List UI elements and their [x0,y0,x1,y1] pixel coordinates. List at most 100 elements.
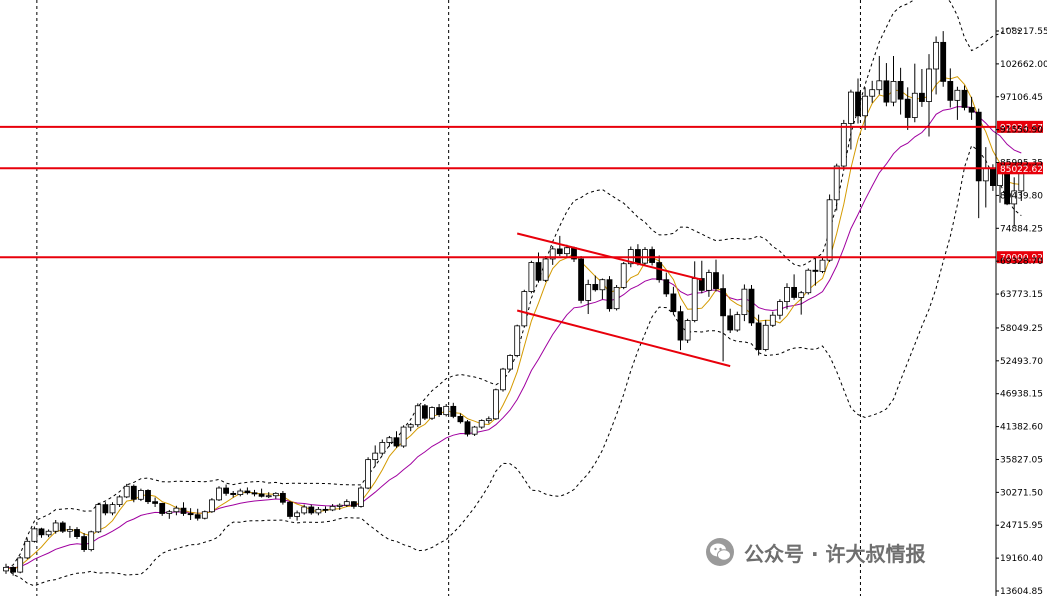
candle [414,403,421,428]
candle [620,261,627,290]
candle [720,274,726,362]
candle-body [450,405,457,417]
candle-body [173,507,180,513]
candle [67,525,73,538]
candle [386,435,393,447]
candle [379,439,386,456]
candle [855,78,861,124]
candle [500,367,506,392]
candle-body [876,80,883,91]
axis-tick-label: 108217.55 [1000,27,1047,37]
watermark-text: 公众号 · 许大叔情报 [744,542,926,566]
candle [507,354,514,371]
candle [890,55,897,107]
candle [897,67,904,115]
candle [3,563,9,574]
candle [904,87,911,130]
candle [592,275,599,292]
candle-body [926,68,932,102]
candle [230,490,237,498]
candle [585,279,592,315]
candle [308,504,315,515]
candle-body [308,506,315,514]
candle-body [677,311,684,341]
candle [578,256,584,304]
candle-body [769,314,776,326]
candle [166,509,173,519]
candle-body [230,492,237,495]
candle [748,285,755,326]
level-label: 70000.92 [1000,254,1043,264]
candle-body [3,566,9,572]
candle-body [784,286,790,302]
candle [208,498,215,513]
candle-body [500,368,506,391]
candle [649,246,655,266]
candle [272,492,279,499]
candle-body [684,320,691,341]
candle-body [1011,190,1018,205]
axis-tick-label: 46938.15 [1000,390,1043,400]
candle [52,520,59,534]
candle [187,508,194,521]
candle-body [798,292,805,298]
candle [137,488,144,502]
axis-tick-label: 85995.35 [1000,159,1043,169]
candle-body [982,168,989,182]
candle-body [862,95,868,117]
candle [862,87,868,130]
axis-tick-label: 35827.05 [1000,455,1043,465]
candle [1011,177,1018,227]
candle [173,505,180,516]
candle [400,425,407,448]
candle-body [52,522,59,532]
candle [833,163,840,211]
candle [322,506,329,513]
candle-body [720,288,726,317]
candle [642,247,648,265]
candle-body [471,426,478,435]
candle [968,96,975,120]
candle [954,86,961,120]
candle-body [741,288,748,316]
candle-body [649,249,655,263]
candle-body [429,407,435,419]
candle [471,425,478,436]
candle-body [59,522,66,532]
candle-body [727,315,734,331]
candle-body [556,248,563,255]
candle-body [88,531,95,550]
candle-body [933,41,939,70]
candle [713,259,719,292]
candle [869,80,876,103]
candle-body [940,41,947,82]
candle-body [137,490,144,500]
candle-body [514,325,521,356]
axis-tick-label: 24715.95 [1000,521,1043,531]
candle [791,274,797,300]
candle-body [897,81,904,100]
watermark: 公众号 · 许大叔情报 [706,538,926,566]
candle-body [159,503,166,514]
candle-body [400,426,407,447]
candle-body [492,389,499,420]
candle-body [670,293,677,313]
candle-body [67,529,73,532]
candle [840,119,847,168]
candle [528,260,535,294]
candle [10,566,17,576]
candle [940,31,947,87]
candle-body [542,258,549,281]
candle-body [322,508,329,511]
axis-tick-label: 74884.25 [1000,224,1043,234]
candle-body [848,91,854,124]
candle [145,489,151,505]
candle-body [10,566,17,573]
candle [819,257,826,274]
candle-body [961,89,968,108]
candle [365,457,372,490]
candle-body [258,493,265,497]
candle-body [287,501,293,517]
candle-body [350,501,357,507]
